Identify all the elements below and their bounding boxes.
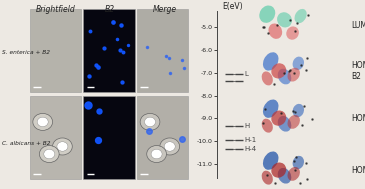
- Ellipse shape: [271, 111, 286, 126]
- Ellipse shape: [269, 23, 282, 39]
- Ellipse shape: [293, 57, 304, 70]
- Ellipse shape: [293, 104, 304, 117]
- Ellipse shape: [278, 69, 291, 84]
- Ellipse shape: [271, 63, 286, 78]
- Bar: [83, 9, 135, 92]
- Ellipse shape: [277, 12, 292, 27]
- Ellipse shape: [259, 5, 275, 23]
- Ellipse shape: [295, 9, 307, 23]
- Ellipse shape: [288, 167, 300, 181]
- Text: H-1: H-1: [244, 137, 257, 143]
- Circle shape: [151, 149, 162, 159]
- Circle shape: [44, 149, 55, 159]
- Circle shape: [39, 146, 59, 163]
- Text: B2: B2: [104, 5, 115, 14]
- Text: H: H: [244, 123, 249, 129]
- Circle shape: [164, 142, 175, 151]
- Circle shape: [145, 117, 155, 127]
- Text: H-4: H-4: [244, 146, 256, 152]
- Circle shape: [140, 113, 160, 130]
- Bar: [30, 9, 81, 92]
- Ellipse shape: [262, 71, 273, 85]
- Bar: [137, 96, 188, 179]
- Text: Merge: Merge: [153, 5, 177, 14]
- Ellipse shape: [286, 26, 299, 40]
- Ellipse shape: [263, 99, 278, 118]
- Text: C. albicans + B2: C. albicans + B2: [2, 141, 51, 146]
- Ellipse shape: [263, 52, 278, 71]
- Circle shape: [33, 113, 53, 130]
- Text: L: L: [244, 71, 248, 77]
- Circle shape: [160, 138, 180, 155]
- Bar: [137, 9, 188, 92]
- Circle shape: [37, 117, 48, 127]
- Text: HOMO-1: HOMO-1: [351, 114, 365, 123]
- Ellipse shape: [271, 163, 286, 178]
- Circle shape: [147, 146, 166, 163]
- Ellipse shape: [278, 116, 291, 132]
- Ellipse shape: [262, 171, 273, 185]
- Title: E(eV): E(eV): [222, 2, 243, 11]
- Ellipse shape: [293, 156, 304, 169]
- Ellipse shape: [278, 168, 291, 184]
- Ellipse shape: [288, 68, 300, 82]
- Bar: [30, 96, 81, 179]
- Bar: [83, 96, 135, 179]
- Text: S. enterica + B2: S. enterica + B2: [2, 50, 50, 55]
- Circle shape: [57, 142, 68, 151]
- Ellipse shape: [288, 115, 300, 129]
- Text: LUMO: LUMO: [351, 21, 365, 30]
- Text: HOMO
B2: HOMO B2: [351, 61, 365, 81]
- Text: HOMO-4: HOMO-4: [351, 166, 365, 175]
- Circle shape: [53, 138, 72, 155]
- Ellipse shape: [263, 151, 278, 170]
- Ellipse shape: [262, 119, 273, 133]
- Text: Brightfield: Brightfield: [36, 5, 76, 14]
